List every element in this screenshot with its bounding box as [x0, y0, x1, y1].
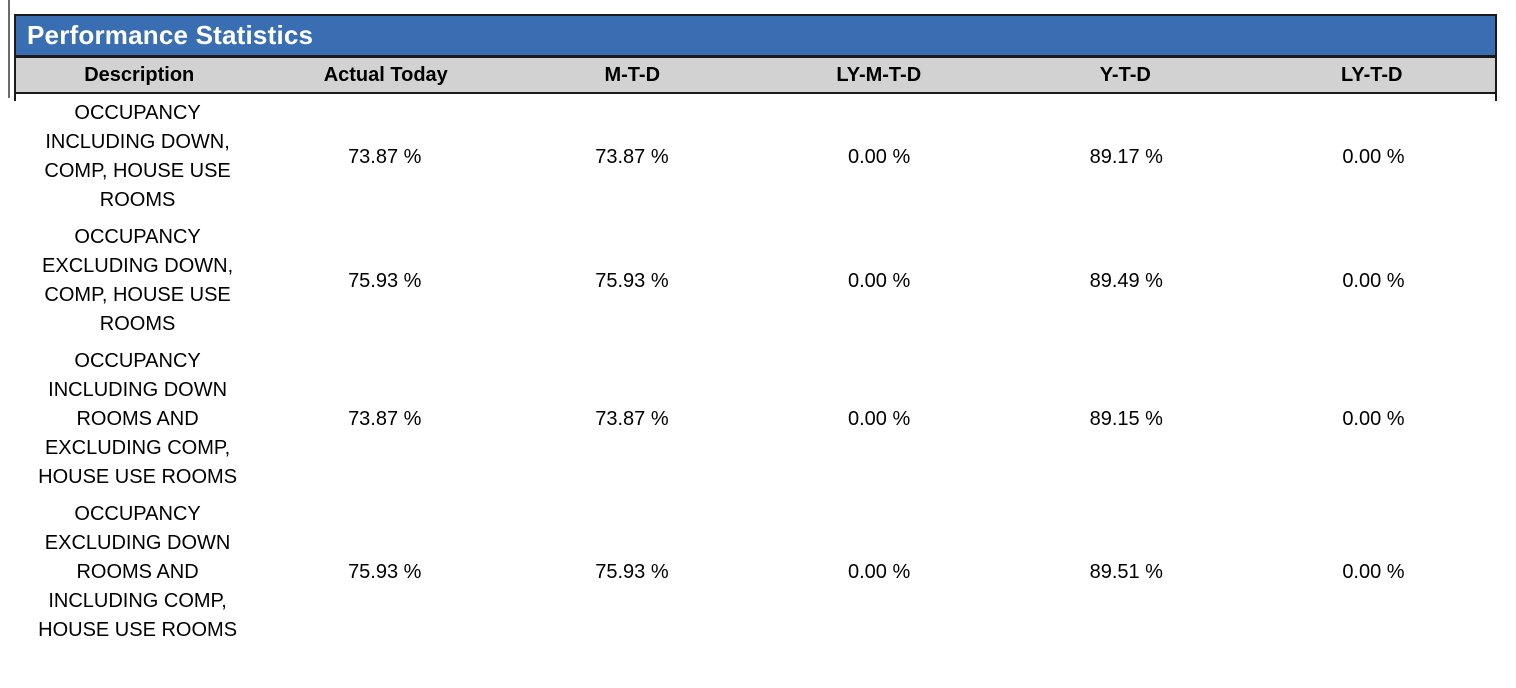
column-header-ly-mtd: LY-M-T-D	[836, 63, 922, 86]
column-header-description: Description	[84, 63, 195, 86]
table-row: OCCUPANCY INCLUDING DOWN, COMP, HOUSE US…	[14, 95, 1497, 219]
table-row: OCCUPANCY INCLUDING DOWN ROOMS AND EXCLU…	[14, 343, 1497, 496]
cell-description: OCCUPANCY INCLUDING DOWN, COMP, HOUSE US…	[44, 102, 231, 211]
cell-ly-td: 0.00 %	[1342, 408, 1405, 430]
column-header-mtd: M-T-D	[604, 63, 661, 86]
cell-ly-mtd: 0.00 %	[847, 269, 911, 292]
cell-ly-td: 0.00 %	[1342, 145, 1405, 168]
column-header-row: Description Actual Today M-T-D LY-M-T-D …	[14, 58, 1497, 94]
table-body: OCCUPANCY INCLUDING DOWN, COMP, HOUSE US…	[14, 94, 1497, 649]
cell-ytd: 89.51 %	[1089, 561, 1163, 583]
column-header-ly-td: LY-T-D	[1341, 63, 1403, 86]
cell-description: OCCUPANCY EXCLUDING DOWN, COMP, HOUSE US…	[42, 226, 234, 335]
cell-mtd: 75.93 %	[595, 269, 669, 292]
cell-description: OCCUPANCY INCLUDING DOWN ROOMS AND EXCLU…	[38, 350, 238, 488]
table-row: OCCUPANCY EXCLUDING DOWN ROOMS AND INCLU…	[14, 496, 1497, 649]
outer-frame-edge	[8, 0, 10, 98]
cell-ly-mtd: 0.00 %	[847, 145, 911, 168]
cell-mtd: 73.87 %	[595, 408, 669, 430]
performance-statistics-table: Performance Statistics Description Actua…	[14, 14, 1497, 649]
table-row: OCCUPANCY EXCLUDING DOWN, COMP, HOUSE US…	[14, 219, 1497, 343]
cell-ytd: 89.17 %	[1089, 145, 1163, 168]
cell-mtd: 75.93 %	[595, 561, 669, 583]
cell-actual-today: 73.87 %	[348, 145, 422, 168]
cell-ytd: 89.15 %	[1089, 408, 1163, 430]
cell-ly-mtd: 0.00 %	[847, 408, 911, 430]
cell-ly-td: 0.00 %	[1342, 561, 1405, 583]
cell-ytd: 89.49 %	[1089, 269, 1163, 292]
cell-ly-td: 0.00 %	[1342, 269, 1405, 292]
column-header-ytd: Y-T-D	[1099, 63, 1151, 86]
column-header-actual-today: Actual Today	[323, 63, 448, 86]
table-title-bar: Performance Statistics	[14, 14, 1497, 58]
cell-mtd: 73.87 %	[595, 145, 669, 168]
table-title: Performance Statistics	[27, 20, 314, 50]
right-border-tick	[1495, 94, 1497, 101]
cell-description: OCCUPANCY EXCLUDING DOWN ROOMS AND INCLU…	[38, 503, 238, 641]
cell-actual-today: 75.93 %	[348, 269, 422, 292]
left-border-tick	[14, 94, 16, 101]
cell-actual-today: 73.87 %	[348, 408, 422, 430]
cell-actual-today: 75.93 %	[348, 561, 422, 583]
cell-ly-mtd: 0.00 %	[847, 561, 911, 583]
